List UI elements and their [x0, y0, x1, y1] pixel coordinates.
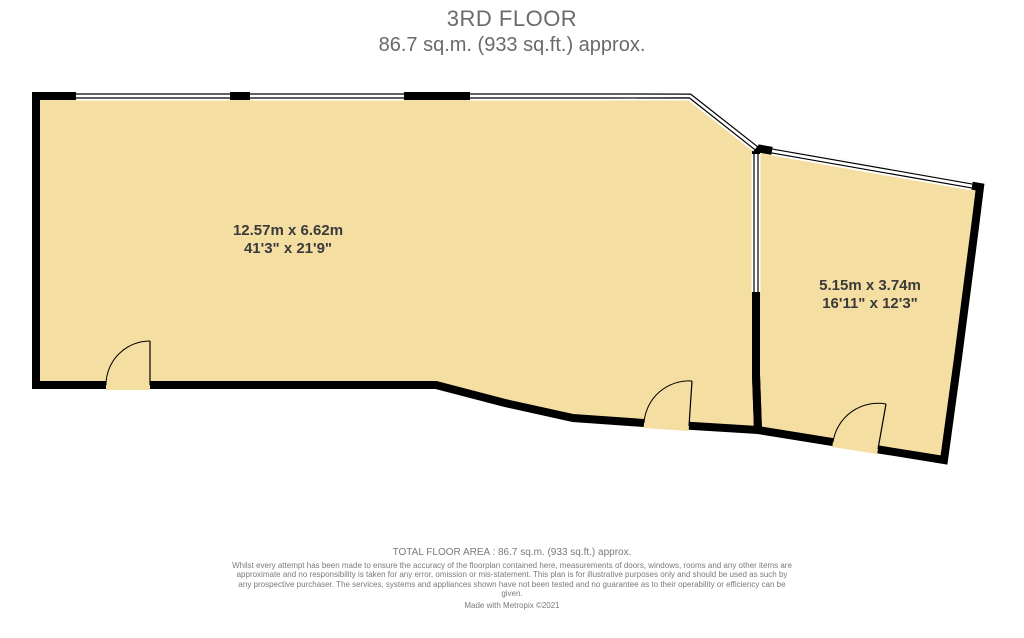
- total-area: TOTAL FLOOR AREA : 86.7 sq.m. (933 sq.ft…: [0, 547, 1024, 558]
- room-fill-main: [36, 96, 758, 430]
- room-label-metric-side: 5.15m x 3.74m: [819, 277, 921, 294]
- room-label-imperial-side: 16'11" x 12'3": [822, 295, 918, 312]
- disclaimer: Whilst every attempt has been made to en…: [232, 561, 792, 599]
- made-with: Made with Metropix ©2021: [0, 601, 1024, 610]
- room-label-imperial-main: 41'3" x 21'9": [244, 240, 332, 257]
- door-opening-side-0: [833, 442, 878, 449]
- door-opening-main-1: [644, 423, 689, 426]
- floorplan-canvas: 12.57m x 6.62m41'3" x 21'9" 5.15m x 3.74m…: [0, 0, 1024, 638]
- footer: TOTAL FLOOR AREA : 86.7 sq.m. (933 sq.ft…: [0, 547, 1024, 610]
- room-label-metric-main: 12.57m x 6.62m: [233, 222, 343, 239]
